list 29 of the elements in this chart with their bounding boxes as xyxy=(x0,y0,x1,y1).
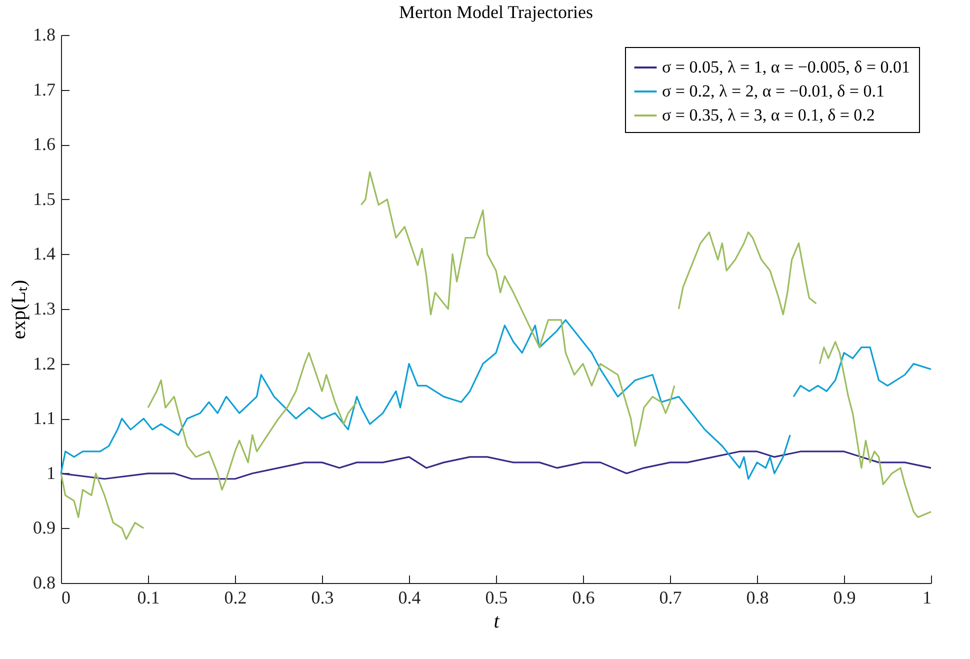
x-tick-label: 0.4 xyxy=(398,588,421,608)
x-tick-label: 0.2 xyxy=(224,588,247,608)
line-series xyxy=(60,450,932,480)
y-tick-label: 1.5 xyxy=(33,188,56,209)
legend-label: σ = 0.2, λ = 2, α = −0.01, δ = 0.1 xyxy=(662,82,885,100)
y-tick-label: 1.1 xyxy=(33,408,56,428)
y-tick-label: 0.9 xyxy=(33,518,56,538)
y-tick-label: 1.7 xyxy=(33,79,56,100)
x-tick-label: 0.6 xyxy=(572,588,595,608)
x-tick-label: 0 xyxy=(62,588,70,608)
y-tick-label: 1.6 xyxy=(33,134,56,154)
y-tick-label: 1 xyxy=(46,462,56,483)
chart-title: Merton Model Trajectories xyxy=(399,2,593,22)
x-axis-title: t xyxy=(494,610,500,632)
y-tick-label: 1.4 xyxy=(33,244,56,264)
x-tick-label: 0.8 xyxy=(746,588,769,608)
x-tick-label: 0.5 xyxy=(485,588,508,608)
legend-label: σ = 0.05, λ = 1, α = −0.005, δ = 0.01 xyxy=(662,58,910,76)
x-tick-label: 0.7 xyxy=(659,588,682,608)
x-tick-label: 0.1 xyxy=(137,588,160,608)
y-tick-label: 1.2 xyxy=(33,353,56,374)
y-tick-label: 0.8 xyxy=(33,572,56,592)
y-tick-label: 1.3 xyxy=(33,298,56,318)
legend-label: σ = 0.35, λ = 3, α = 0.1, δ = 0.2 xyxy=(662,106,875,124)
y-tick-label: 1.8 xyxy=(33,24,56,44)
y-axis-title: exp(Lₜ) xyxy=(8,280,30,340)
x-tick-label: 0.3 xyxy=(311,588,334,608)
x-tick-label: 0.9 xyxy=(833,588,856,608)
x-tick-label: 1 xyxy=(922,588,932,608)
